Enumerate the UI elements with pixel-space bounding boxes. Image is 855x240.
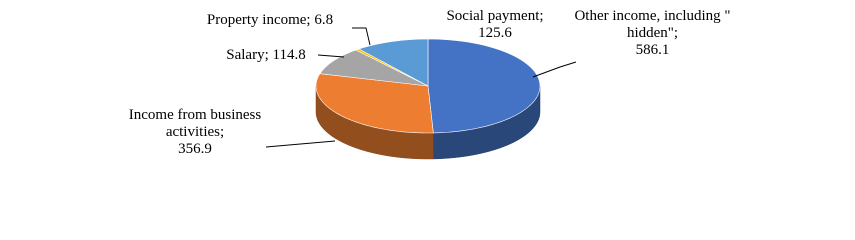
category-label: Salary; — [226, 47, 269, 63]
value-label: 125.6 — [478, 25, 512, 41]
value-label: 6.8 — [314, 12, 334, 28]
value-label: 356.9 — [178, 141, 212, 157]
slice-label: Other income, including " hidden"; 586.1 — [570, 8, 735, 59]
slice — [427, 38, 541, 134]
leader-line — [317, 54, 345, 58]
slice — [315, 73, 434, 134]
category-label: Other income, including " hidden"; — [574, 8, 731, 41]
slice — [319, 49, 429, 87]
slice-label: Social payment; 125.6 — [425, 8, 565, 42]
value-label: 586.1 — [635, 42, 670, 58]
value-label: 114.8 — [272, 47, 306, 63]
leader-line — [352, 27, 371, 46]
category-label: Property income; — [206, 12, 311, 28]
slice — [358, 38, 429, 87]
slice-label: Salary; 114.8 — [206, 47, 326, 64]
category-label: Social payment; — [446, 8, 544, 24]
pie-area — [265, 27, 577, 160]
leader-line — [265, 140, 336, 148]
chart: Other income, including " hidden"; 586.1… — [120, 8, 735, 160]
slice-label: Income from business activities; 356.9 — [120, 107, 270, 158]
category-label: Income from business activities; — [128, 107, 262, 140]
leader-line — [532, 61, 577, 78]
slice-label: Property income; 6.8 — [180, 12, 360, 29]
